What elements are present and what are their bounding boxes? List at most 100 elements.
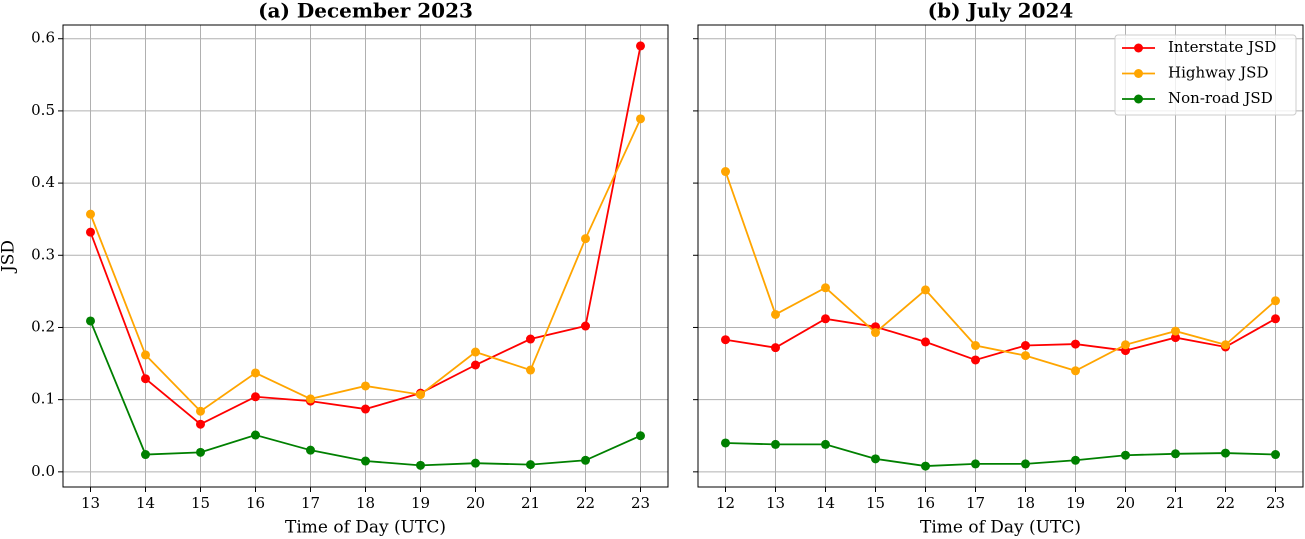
legend-marker — [1134, 94, 1143, 104]
x-tick-label: 18 — [356, 494, 375, 512]
data-point — [581, 321, 590, 331]
legend-label: Interstate JSD — [1168, 38, 1276, 56]
x-tick-label: 14 — [136, 494, 155, 512]
data-point — [141, 374, 150, 384]
legend-marker — [1134, 69, 1143, 78]
x-axis-label: Time of Day (UTC) — [920, 518, 1081, 538]
data-point — [636, 41, 645, 51]
data-point — [821, 283, 830, 293]
data-point — [921, 461, 930, 471]
y-tick-label: 0.1 — [31, 390, 55, 408]
data-point — [1221, 448, 1230, 458]
data-point — [196, 406, 205, 416]
data-point — [971, 341, 980, 351]
data-point — [1021, 351, 1030, 361]
x-tick-label: 13 — [81, 494, 100, 512]
data-point — [471, 360, 480, 370]
x-tick-label: 15 — [866, 494, 885, 512]
data-point — [1271, 314, 1280, 324]
x-tick-label: 21 — [1166, 494, 1185, 512]
data-point — [141, 350, 150, 360]
data-point — [86, 316, 95, 326]
data-point — [636, 431, 645, 441]
x-tick-label: 23 — [1266, 494, 1285, 512]
x-tick-label: 22 — [1216, 494, 1235, 512]
y-tick-label: 0.3 — [31, 245, 55, 263]
data-point — [871, 328, 880, 338]
data-point — [471, 458, 480, 468]
data-point — [1121, 450, 1130, 460]
data-point — [471, 347, 480, 357]
series-line: Highway JSD — [724, 171, 1277, 372]
data-point — [771, 343, 780, 353]
x-tick-label: 18 — [1016, 494, 1035, 512]
x-tick-label: 20 — [1116, 494, 1135, 512]
x-tick-label: 16 — [246, 494, 265, 512]
data-point — [871, 454, 880, 464]
y-tick-label: 0.0 — [31, 462, 55, 480]
data-point — [251, 430, 260, 440]
data-point — [721, 167, 730, 177]
data-point — [251, 392, 260, 402]
data-point — [416, 390, 425, 400]
legend-label: Highway JSD — [1168, 64, 1268, 82]
data-point — [921, 337, 930, 347]
chart-title: (a) December 2023 — [258, 0, 473, 23]
data-point — [1271, 296, 1280, 306]
data-point — [771, 439, 780, 449]
data-point — [86, 227, 95, 237]
data-point — [1071, 339, 1080, 349]
data-point — [971, 355, 980, 365]
data-point — [1021, 341, 1030, 351]
data-point — [821, 439, 830, 449]
data-point — [1071, 366, 1080, 376]
x-tick-label: 22 — [576, 494, 595, 512]
data-point — [821, 314, 830, 324]
series-line: Non-road JSD — [725, 442, 1276, 467]
y-tick-label: 0.6 — [31, 29, 55, 47]
x-tick-label: 17 — [966, 494, 985, 512]
data-point — [361, 381, 370, 391]
data-point — [306, 445, 315, 455]
x-axis-label: Time of Day (UTC) — [285, 518, 446, 538]
data-point — [1171, 449, 1180, 459]
x-tick-label: 20 — [466, 494, 485, 512]
data-point — [1021, 459, 1030, 469]
x-tick-label: 16 — [916, 494, 935, 512]
data-point — [526, 334, 535, 344]
axes-frame — [62, 24, 669, 488]
x-tick-label: 19 — [1066, 494, 1085, 512]
axes-frame — [697, 24, 1304, 488]
data-point — [251, 368, 260, 378]
x-tick-label: 13 — [766, 494, 785, 512]
data-point — [921, 285, 930, 295]
data-point — [86, 209, 95, 219]
data-point — [581, 234, 590, 244]
y-tick-label: 0.5 — [31, 101, 55, 119]
data-point — [306, 394, 315, 404]
data-point — [196, 447, 205, 457]
x-tick-label: 14 — [816, 494, 835, 512]
legend-label: Non-road JSD — [1168, 89, 1273, 107]
y-tick-label: 0.2 — [31, 317, 55, 335]
series-line: Interstate JSD — [725, 317, 1276, 361]
x-tick-label: 12 — [716, 494, 735, 512]
data-point — [721, 438, 730, 448]
chart-title: (b) July 2024 — [928, 0, 1074, 23]
data-point — [416, 460, 425, 470]
data-point — [1121, 340, 1130, 350]
data-point — [526, 365, 535, 375]
x-tick-label: 19 — [411, 494, 430, 512]
data-point — [1221, 340, 1230, 350]
x-tick-label: 21 — [521, 494, 540, 512]
x-tick-label: 15 — [191, 494, 210, 512]
y-tick-label: 0.4 — [31, 173, 55, 191]
data-point — [196, 419, 205, 429]
data-point — [1171, 333, 1180, 343]
data-point — [1171, 326, 1180, 336]
data-point — [771, 309, 780, 319]
data-point — [971, 459, 980, 469]
legend-box — [1114, 34, 1297, 116]
data-point — [361, 456, 370, 466]
